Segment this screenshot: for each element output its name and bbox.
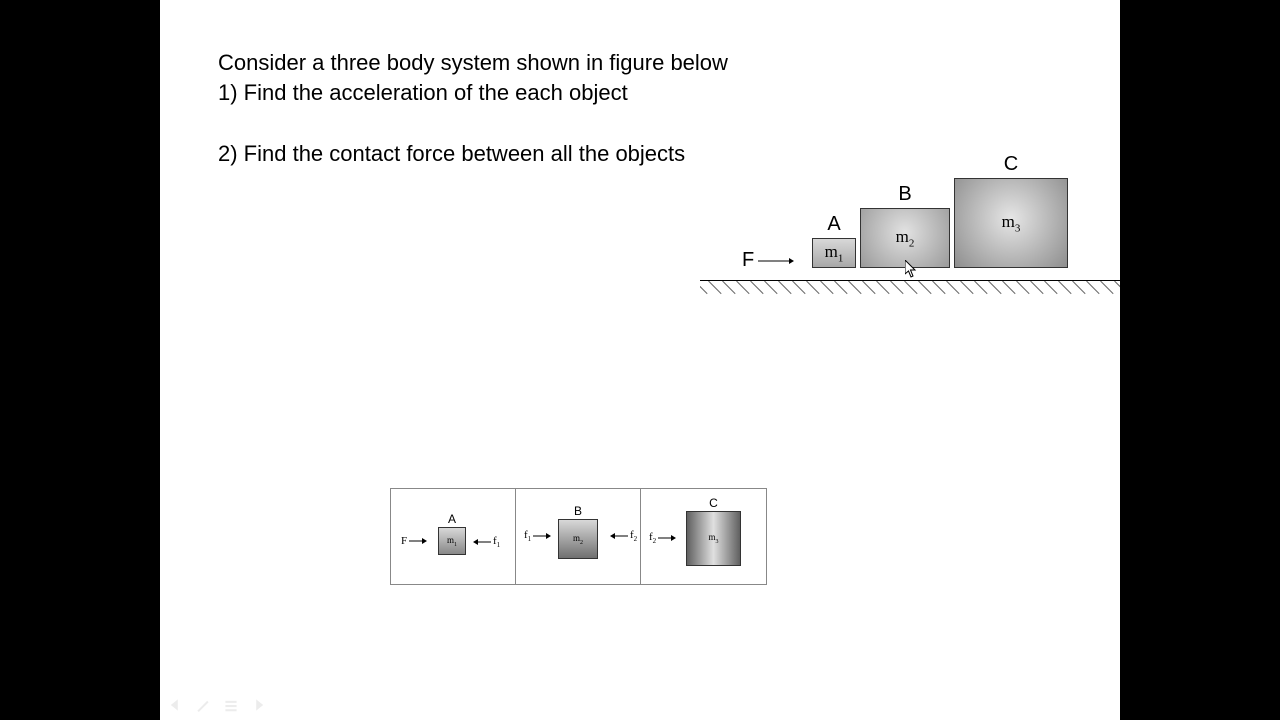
- fbd-cell-3: C m3 f2: [641, 489, 766, 584]
- fbd-block-label: A: [439, 512, 465, 526]
- force-label: f2: [630, 529, 637, 543]
- mass-label: m1: [825, 242, 844, 264]
- mass-label: m3: [1002, 212, 1021, 234]
- fbd-force: f1: [473, 535, 500, 549]
- mass-label: m2: [896, 227, 915, 249]
- free-body-diagram-strip: A m1 Ff1 B m2 f1 f2 C m3 f2: [390, 488, 767, 585]
- block-c: C m3: [954, 178, 1068, 268]
- block-label: B: [861, 183, 949, 206]
- fbd-mass-label: m3: [708, 532, 718, 545]
- question-text: Consider a three body system shown in fi…: [218, 48, 728, 169]
- fbd-mass-label: m1: [447, 535, 457, 548]
- fbd-mass-label: m2: [573, 533, 583, 546]
- force-label: f2: [649, 531, 656, 545]
- fbd-cell-2: B m2 f1 f2: [516, 489, 641, 584]
- fbd-block-c: C m3: [686, 511, 741, 566]
- fbd-block-b: B m2: [558, 519, 598, 559]
- fbd-block-a: A m1: [438, 527, 466, 555]
- question-part2: 2) Find the contact force between all th…: [218, 139, 728, 169]
- fbd-force: f1: [524, 529, 551, 543]
- block-label: C: [955, 153, 1067, 176]
- ground-hatching: [700, 281, 1120, 295]
- block-label: A: [813, 213, 855, 236]
- prev-icon[interactable]: [168, 698, 182, 712]
- force-label: F: [401, 535, 407, 547]
- fbd-force: f2: [610, 529, 637, 543]
- fbd-block-label: C: [687, 496, 740, 510]
- fbd-cell-1: A m1 Ff1: [391, 489, 516, 584]
- menu-icon[interactable]: [224, 698, 238, 712]
- fbd-block-label: B: [559, 504, 597, 518]
- applied-force-f: F: [742, 249, 794, 272]
- question-part1: 1) Find the acceleration of the each obj…: [218, 78, 728, 108]
- pen-icon[interactable]: [196, 698, 210, 712]
- slide: Consider a three body system shown in fi…: [160, 0, 1120, 720]
- fbd-force: f2: [649, 531, 676, 545]
- main-diagram: A m1B m2C m3F: [700, 155, 1120, 295]
- slide-nav: [168, 698, 266, 712]
- force-label: F: [742, 249, 754, 272]
- block-b: B m2: [860, 208, 950, 268]
- next-icon[interactable]: [252, 698, 266, 712]
- force-label: f1: [524, 529, 531, 543]
- block-a: A m1: [812, 238, 856, 268]
- question-intro: Consider a three body system shown in fi…: [218, 48, 728, 78]
- force-label: f1: [493, 535, 500, 549]
- fbd-force: F: [401, 535, 427, 547]
